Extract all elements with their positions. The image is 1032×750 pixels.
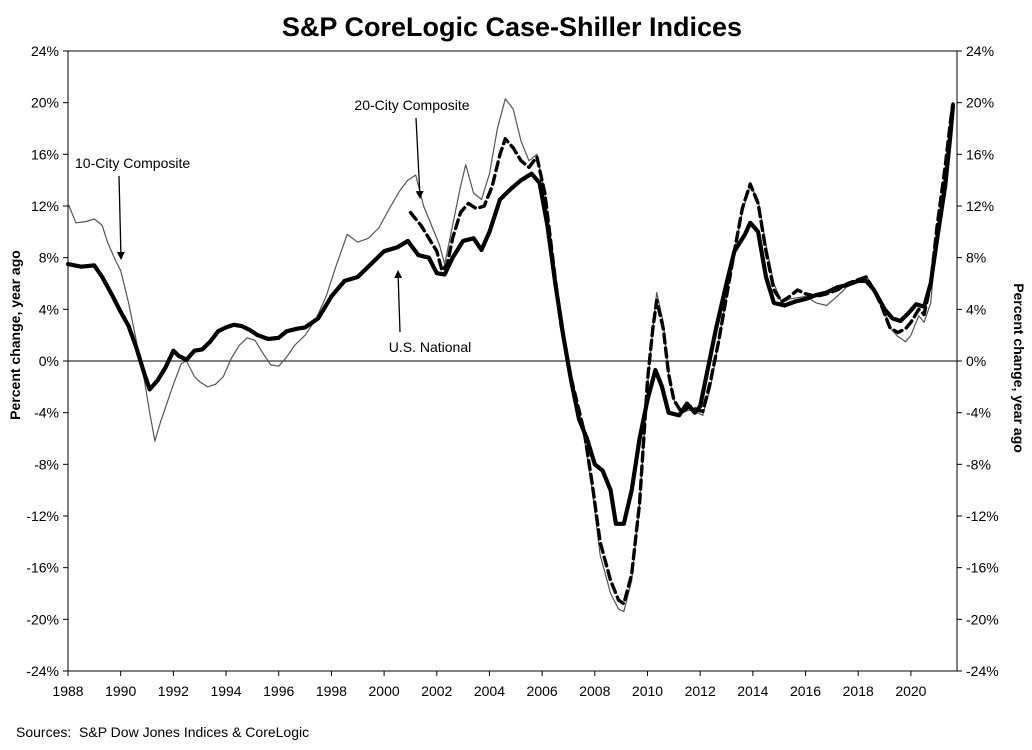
y-tick-label-right: -8% (966, 456, 991, 472)
y-tick-label-left: 12% (31, 198, 59, 214)
x-tick-label: 1992 (158, 683, 189, 699)
y-tick-label-right: 20% (966, 95, 994, 111)
x-tick-label: 2012 (685, 683, 716, 699)
y-tick-label-left: 16% (31, 146, 59, 162)
y-tick-label-right: -4% (966, 405, 991, 421)
y-tick-label-left: 24% (31, 43, 59, 59)
x-tick-label: 1988 (52, 683, 83, 699)
series-line-10-city-composite (67, 98, 954, 613)
y-tick-label-left: -8% (34, 456, 59, 472)
x-tick-label: 2008 (579, 683, 610, 699)
x-tick-label: 2002 (421, 683, 452, 699)
y-tick-label-left: 8% (39, 250, 59, 266)
annotation-label: 20-City Composite (354, 97, 469, 113)
y-tick-label-left: -12% (26, 508, 59, 524)
x-axis: 1988 1990 1992 1994 1996 1998 2000 2002 2004 2006… (52, 671, 927, 699)
x-tick-label: 2004 (474, 683, 505, 699)
annotation-label: U.S. National (389, 339, 471, 355)
series-line-20-city-composite (408, 102, 955, 606)
x-tick-label: 2006 (527, 683, 558, 699)
plot-area (67, 50, 958, 672)
y-tick-label-left: -20% (26, 611, 59, 627)
x-tick-label: 2000 (369, 683, 400, 699)
annotation-arrow (394, 270, 403, 333)
y-tick-label-right: 8% (966, 250, 986, 266)
y-tick-label-right: -12% (966, 508, 999, 524)
annotation-arrow (116, 175, 125, 260)
y-tick-label-left: -24% (26, 663, 59, 679)
y-axis-right: -24% -20% -16% -12% -8% -4% 0% 4% 8% 12% 16% 20% 24% (957, 43, 999, 679)
y-axis-left-title: Percent change, year ago (7, 250, 23, 420)
y-tick-label-left: 20% (31, 95, 59, 111)
y-axis-right-title: Percent change, year ago (1011, 283, 1027, 453)
y-tick-label-right: 12% (966, 198, 994, 214)
x-tick-label: 1998 (316, 683, 347, 699)
y-tick-label-right: 0% (966, 353, 986, 369)
y-tick-label-right: 4% (966, 301, 986, 317)
y-tick-label-left: 0% (39, 353, 59, 369)
y-tick-label-left: -16% (26, 560, 59, 576)
x-tick-label: 2016 (790, 683, 821, 699)
y-tick-label-right: 16% (966, 146, 994, 162)
y-tick-label-right: -16% (966, 560, 999, 576)
y-tick-label-left: 4% (39, 301, 59, 317)
y-tick-label-right: -20% (966, 611, 999, 627)
x-tick-label: 1996 (263, 683, 294, 699)
annotation-arrow (415, 117, 424, 199)
x-tick-label: 2018 (843, 683, 874, 699)
series-layer (65, 98, 956, 613)
chart-title: S&P CoreLogic Case-Shiller Indices (282, 12, 742, 42)
annotation-label: 10-City Composite (75, 155, 190, 171)
y-tick-label-left: -4% (34, 405, 59, 421)
y-tick-label-right: 24% (966, 43, 994, 59)
x-tick-label: 2010 (632, 683, 663, 699)
x-tick-label: 1994 (210, 683, 241, 699)
y-tick-label-right: -24% (966, 663, 999, 679)
x-tick-label: 2020 (895, 683, 926, 699)
annotations: 10-City Composite 20-City Composite U.S. N… (75, 97, 471, 355)
series-line-u-s-national (65, 103, 956, 526)
x-tick-label: 2014 (737, 683, 768, 699)
y-axis-left: -24% -20% -16% -12% -8% -4% 0% 4% 8% 12% 16% 20% 24% (26, 43, 68, 679)
source-note: Sources: S&P Dow Jones Indices & CoreLog… (16, 724, 309, 740)
x-tick-label: 1990 (105, 683, 136, 699)
